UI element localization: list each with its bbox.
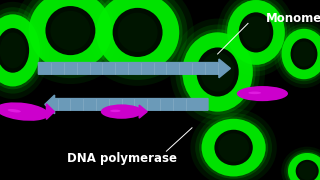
Ellipse shape [101,104,142,119]
Ellipse shape [281,147,320,180]
Ellipse shape [45,6,95,55]
Ellipse shape [196,48,239,96]
Ellipse shape [0,33,26,68]
Ellipse shape [286,152,320,180]
Ellipse shape [88,0,188,80]
Text: Monomers: Monomers [266,12,320,24]
Ellipse shape [248,91,261,94]
Ellipse shape [199,116,268,179]
Ellipse shape [201,52,235,92]
Ellipse shape [81,0,194,86]
Ellipse shape [0,14,40,86]
Ellipse shape [182,32,253,112]
FancyArrow shape [38,59,230,78]
Ellipse shape [227,0,285,65]
Ellipse shape [175,24,260,120]
Text: DNA polymerase: DNA polymerase [67,152,177,165]
Ellipse shape [221,0,291,71]
Ellipse shape [20,0,120,78]
Ellipse shape [293,42,315,66]
Ellipse shape [8,109,21,112]
Ellipse shape [29,0,112,70]
Ellipse shape [113,8,163,57]
Ellipse shape [0,14,40,86]
Ellipse shape [242,16,270,48]
Ellipse shape [282,29,320,79]
Ellipse shape [190,109,277,180]
Ellipse shape [280,27,320,81]
FancyArrow shape [45,95,208,114]
Ellipse shape [202,119,266,176]
FancyArrow shape [46,104,54,119]
Ellipse shape [218,133,249,162]
Ellipse shape [227,0,285,65]
Ellipse shape [180,29,256,115]
Ellipse shape [237,86,288,101]
Ellipse shape [274,20,320,88]
Ellipse shape [284,149,320,180]
Ellipse shape [288,153,320,180]
Ellipse shape [277,24,320,84]
Ellipse shape [110,110,121,112]
Ellipse shape [239,12,273,53]
Ellipse shape [296,160,319,180]
Ellipse shape [96,0,179,72]
Ellipse shape [0,28,29,73]
Ellipse shape [29,0,112,70]
Ellipse shape [0,102,49,121]
Ellipse shape [170,19,265,125]
Ellipse shape [291,38,317,70]
Ellipse shape [14,0,127,84]
Ellipse shape [182,32,253,112]
Ellipse shape [118,13,157,52]
Ellipse shape [225,0,287,67]
Ellipse shape [0,2,50,99]
Ellipse shape [0,7,45,94]
Ellipse shape [93,0,182,75]
Ellipse shape [26,0,115,73]
FancyArrow shape [139,105,147,118]
Ellipse shape [214,130,253,165]
Ellipse shape [51,11,90,50]
Ellipse shape [0,12,42,89]
Ellipse shape [195,113,272,180]
Ellipse shape [217,0,295,76]
Ellipse shape [282,29,320,79]
Ellipse shape [96,0,179,72]
Ellipse shape [298,162,316,180]
Ellipse shape [288,153,320,180]
Ellipse shape [202,119,266,176]
